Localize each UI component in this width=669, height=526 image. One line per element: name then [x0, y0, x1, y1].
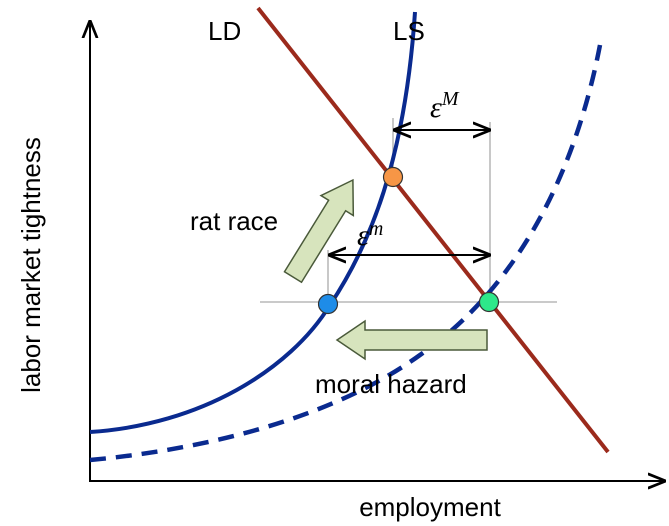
- rat-race-arrow: [283, 178, 355, 284]
- tight-point: [382, 166, 404, 188]
- ls-shifted-curve: [89, 44, 603, 463]
- gap-upper-sup: M: [441, 88, 460, 110]
- efficient-point: [478, 291, 500, 313]
- ld-label: LD: [208, 16, 241, 46]
- rat-race-label: rat race: [190, 206, 278, 236]
- x-axis-label: employment: [359, 492, 501, 522]
- guides: [260, 118, 557, 303]
- moral-hazard-arrow: [335, 319, 488, 361]
- low-point: [317, 293, 339, 315]
- gap-lower-label: εm: [357, 218, 383, 252]
- gap-upper-label: εM: [430, 88, 460, 124]
- gap-lower-sup: m: [369, 218, 383, 240]
- ld-line: [256, 6, 610, 454]
- ls-label: LS: [393, 16, 425, 46]
- moral-hazard-label: moral hazard: [315, 369, 467, 399]
- y-axis-label: labor market tightness: [16, 137, 46, 393]
- gap-lower-base: ε: [357, 219, 369, 252]
- gap-upper-base: ε: [430, 91, 442, 124]
